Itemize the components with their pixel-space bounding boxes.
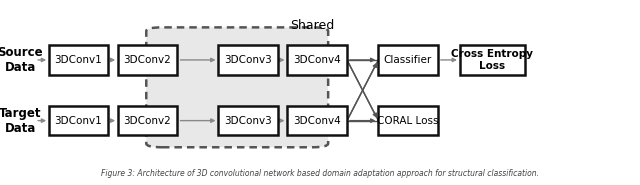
FancyBboxPatch shape <box>460 45 525 75</box>
Text: Cross Entropy
Loss: Cross Entropy Loss <box>451 49 534 71</box>
FancyBboxPatch shape <box>118 106 177 135</box>
FancyBboxPatch shape <box>287 106 347 135</box>
Text: Target
Data: Target Data <box>0 107 42 135</box>
FancyBboxPatch shape <box>218 106 278 135</box>
Text: CORAL Loss: CORAL Loss <box>377 116 438 126</box>
Text: 3DConv1: 3DConv1 <box>54 116 102 126</box>
Text: 3DConv3: 3DConv3 <box>224 116 272 126</box>
FancyBboxPatch shape <box>118 45 177 75</box>
Text: 3DConv4: 3DConv4 <box>293 55 340 65</box>
Text: Source
Data: Source Data <box>0 46 43 74</box>
Text: 3DConv2: 3DConv2 <box>124 55 172 65</box>
FancyBboxPatch shape <box>378 106 438 135</box>
FancyBboxPatch shape <box>147 27 328 147</box>
Text: Figure 3: Architecture of 3D convolutional network based domain adaptation appro: Figure 3: Architecture of 3D convolution… <box>101 169 539 178</box>
FancyBboxPatch shape <box>49 106 108 135</box>
FancyBboxPatch shape <box>218 45 278 75</box>
Text: Classifier: Classifier <box>384 55 432 65</box>
Text: 3DConv2: 3DConv2 <box>124 116 172 126</box>
Text: Shared: Shared <box>291 19 335 32</box>
FancyBboxPatch shape <box>49 45 108 75</box>
FancyBboxPatch shape <box>287 45 347 75</box>
FancyBboxPatch shape <box>378 45 438 75</box>
Text: 3DConv1: 3DConv1 <box>54 55 102 65</box>
Text: 3DConv4: 3DConv4 <box>293 116 340 126</box>
Text: 3DConv3: 3DConv3 <box>224 55 272 65</box>
